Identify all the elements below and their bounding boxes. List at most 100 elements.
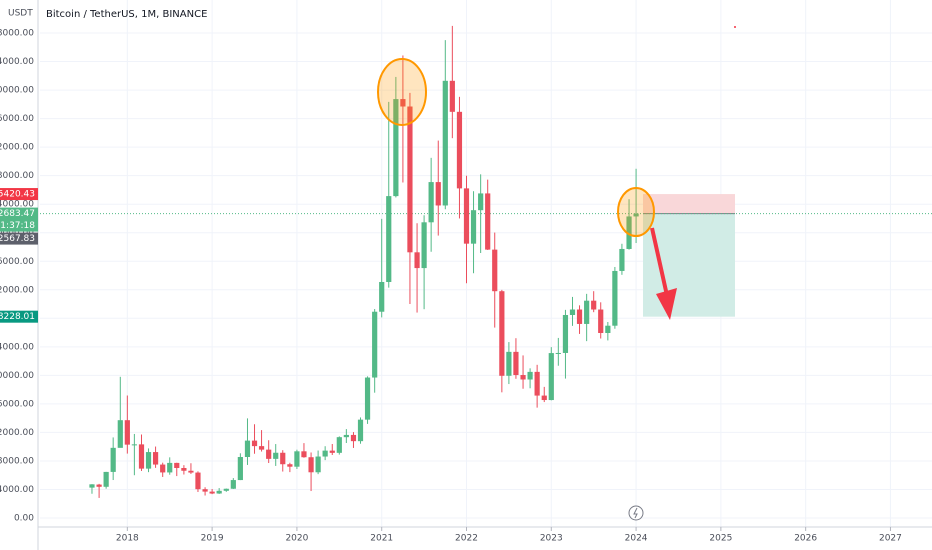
candle-body — [492, 249, 498, 292]
y-tick-label: 60000.00 — [0, 86, 34, 96]
candle-body — [555, 352, 561, 354]
y-tick-label: 16000.00 — [0, 399, 34, 409]
candle-body — [548, 353, 554, 401]
candle-body — [442, 80, 448, 206]
candle-body — [562, 314, 569, 353]
dot — [734, 26, 736, 28]
candle-body — [478, 193, 484, 211]
candle-body — [569, 309, 576, 315]
y-tick-label: 48000.00 — [0, 171, 34, 181]
candle-body — [96, 484, 102, 487]
price-tag-label: 42683.47 — [0, 209, 35, 219]
candle-body — [343, 434, 349, 438]
candle-body — [329, 450, 335, 453]
candles — [89, 25, 639, 498]
y-tick-label: 24000.00 — [0, 342, 34, 352]
candle-body — [174, 462, 180, 469]
candle-body — [152, 452, 159, 465]
candle-body — [541, 395, 547, 401]
countdown-label: 11:37:18 — [0, 221, 35, 231]
candle-body — [372, 311, 378, 378]
y-axis: 0.00 4000.00 8000.00 12000.00 16000.00 20000.… — [0, 29, 38, 524]
candle-body — [308, 457, 314, 473]
candle-body — [584, 300, 590, 324]
x-tick-label: 2019 — [201, 534, 224, 544]
candle-body — [188, 470, 194, 473]
candle-body — [513, 351, 519, 376]
highlight-circle — [617, 187, 655, 237]
arrow-head — [656, 288, 677, 320]
candle-body — [315, 456, 321, 473]
candle-body — [428, 182, 434, 223]
event-icon-bolt — [633, 507, 638, 519]
candle-body — [195, 472, 201, 490]
y-tick-label: 8000.00 — [0, 456, 34, 466]
candle-body — [598, 309, 604, 333]
x-tick-label: 2018 — [116, 534, 139, 544]
candle-body — [534, 371, 540, 396]
price-tag — [0, 310, 38, 323]
highlight-circle — [377, 58, 427, 126]
x-tick-label: 2026 — [794, 534, 817, 544]
y-tick-label: 44000.00 — [0, 200, 34, 210]
y-tick-label: 64000.00 — [0, 57, 34, 67]
candle-body — [160, 464, 166, 473]
candle-body — [633, 213, 639, 217]
candle-body — [456, 111, 463, 189]
y-tick-label: 4000.00 — [0, 485, 34, 495]
candle-body — [145, 452, 152, 469]
candle-body — [527, 371, 533, 380]
candle-body — [470, 210, 477, 244]
candle-body — [322, 450, 328, 457]
candle-body — [576, 309, 583, 324]
x-tick-label: 2023 — [540, 534, 563, 544]
candle-body — [223, 488, 229, 491]
candle-body — [612, 270, 618, 326]
candle-body — [421, 222, 427, 269]
candle-body — [117, 420, 123, 448]
candle-body — [294, 451, 300, 467]
candle-body — [202, 489, 208, 492]
candle-body — [485, 193, 491, 250]
candle-body — [336, 437, 342, 453]
candle-body — [379, 281, 385, 312]
candle-body — [230, 480, 236, 489]
price-tag — [0, 188, 38, 201]
x-tick-label: 2022 — [455, 534, 478, 544]
price-tag-label: 28228.01 — [0, 312, 35, 322]
price-tag — [0, 232, 38, 245]
candle-body — [167, 462, 173, 473]
x-tick-label: 2021 — [370, 534, 393, 544]
price-tag-label: 45420.43 — [0, 190, 35, 200]
candle-body — [386, 196, 392, 282]
candle-body — [273, 452, 279, 459]
arrow-shaft — [650, 227, 670, 301]
candle-body — [280, 452, 286, 465]
candle-body — [131, 444, 137, 446]
candle-body — [258, 446, 265, 450]
candle-body — [357, 419, 364, 442]
candle-body — [605, 325, 611, 333]
candle-body — [520, 375, 526, 380]
candle-body — [251, 440, 258, 447]
candle-body — [506, 351, 512, 376]
y-tick-label: 12000.00 — [0, 428, 34, 438]
candle-body — [393, 99, 399, 197]
y-tick-label: 32000.00 — [0, 285, 34, 295]
stop-zone — [643, 194, 735, 214]
price-tag-label: 42567.83 — [0, 234, 35, 244]
x-tick-label: 2024 — [625, 534, 648, 544]
candle-body — [400, 99, 406, 107]
candle-body — [124, 420, 130, 445]
candle-body — [619, 248, 625, 271]
candle-body — [103, 471, 109, 487]
candle-body — [407, 106, 413, 253]
y-tick-label: 56000.00 — [0, 114, 34, 124]
candle-body — [138, 444, 145, 469]
candle-body — [463, 188, 470, 244]
y-tick-label: 0.00 — [14, 514, 34, 524]
x-tick-label: 2025 — [709, 534, 732, 544]
price-tag — [0, 207, 38, 232]
